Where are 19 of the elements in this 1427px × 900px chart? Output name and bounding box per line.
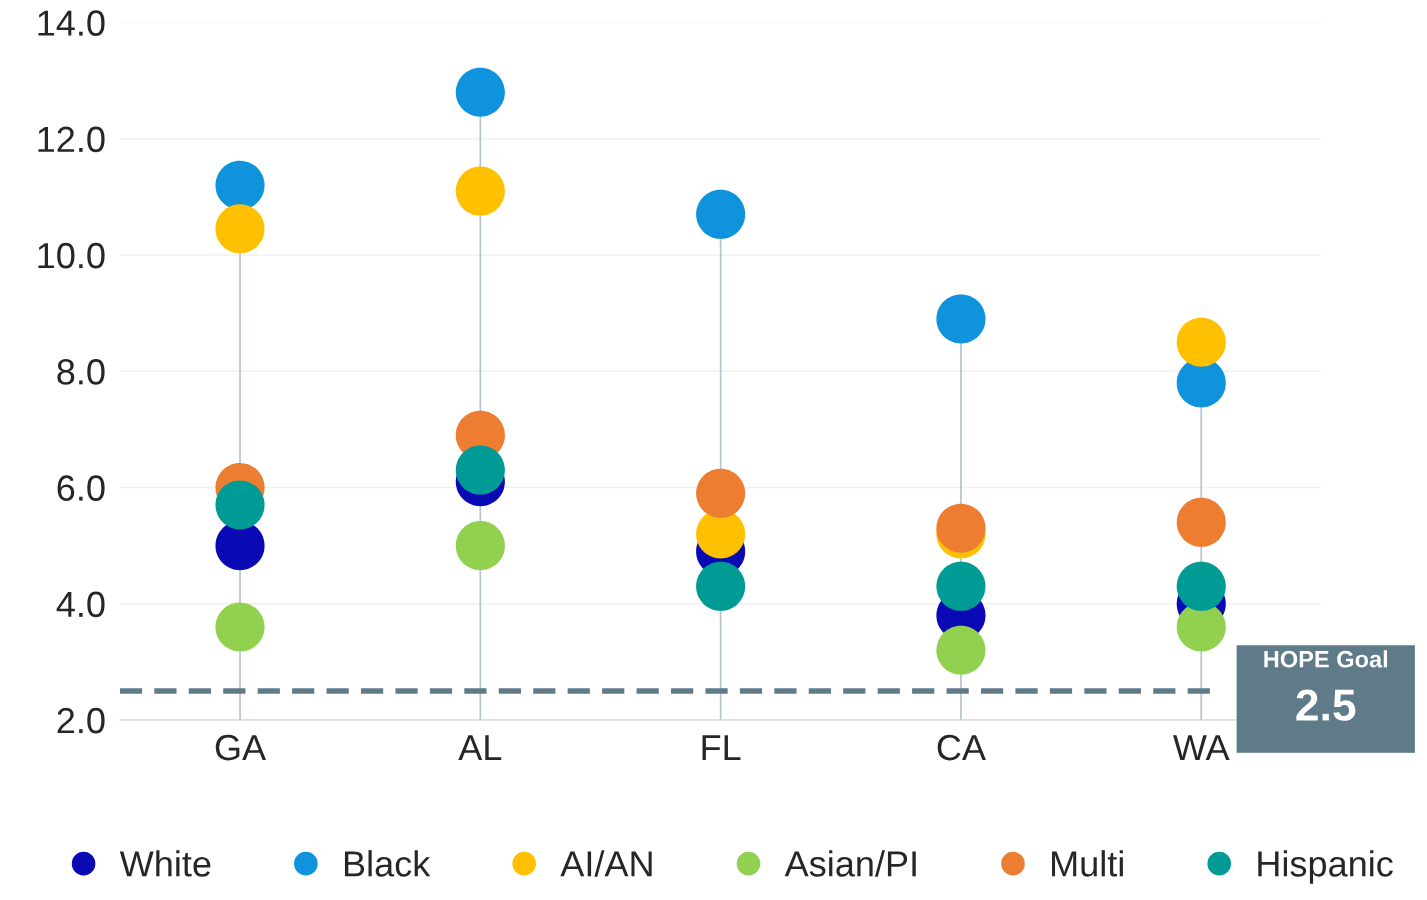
x-tick-label: FL: [702, 735, 741, 761]
y-tick-label: 14.0: [38, 10, 105, 36]
x-tick-label: CA: [937, 734, 986, 761]
y-tick-label: 12.0: [38, 126, 105, 153]
x-tick-label: AL: [458, 735, 502, 761]
ref-line-label: HOPE Goal 2.5: [1264, 650, 1388, 721]
x-tick-label: GA: [215, 734, 267, 761]
y-tick-label: 10.0: [38, 242, 105, 269]
x-tick-label: WA: [1173, 735, 1230, 761]
legend-label: Black: [344, 850, 431, 877]
legend-label: Multi: [1052, 850, 1123, 877]
legend-label: Asian/PI: [784, 850, 916, 877]
y-tick-label: 4.0: [56, 591, 105, 618]
y-tick-label: 8.0: [57, 359, 105, 385]
legend-label: Hispanic: [1258, 850, 1393, 884]
y-tick-label: 6.0: [57, 475, 105, 501]
legend-label: AI/AN: [560, 850, 652, 877]
legend-label: White: [119, 850, 211, 877]
y-tick-label: 2.0: [57, 707, 105, 734]
